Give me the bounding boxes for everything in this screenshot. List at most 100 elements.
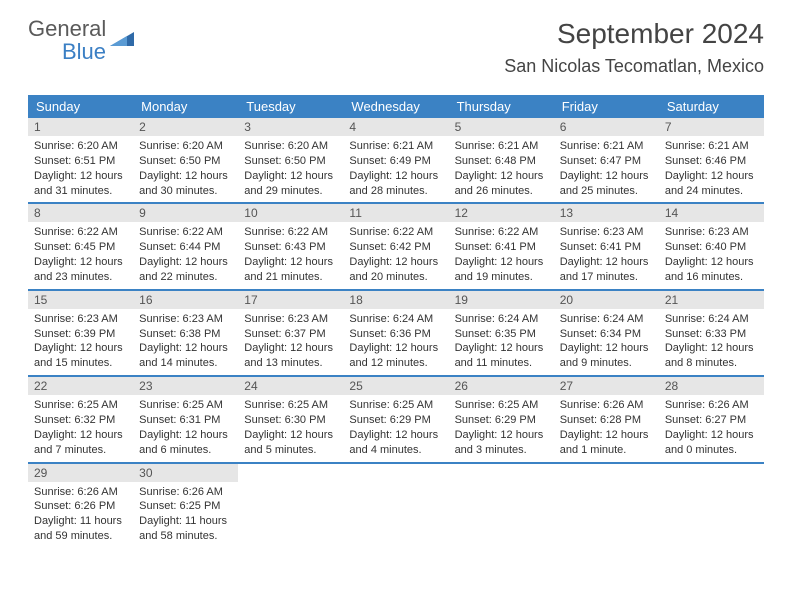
daylight-text: Daylight: 12 hours and 19 minutes. <box>455 255 548 285</box>
day-number: 1 <box>28 118 133 136</box>
calendar-day-cell <box>554 463 659 548</box>
day-number: 24 <box>238 377 343 395</box>
day-number: 21 <box>659 291 764 309</box>
sunset-text: Sunset: 6:50 PM <box>139 154 232 169</box>
weekday-header: Thursday <box>449 95 554 118</box>
sunset-text: Sunset: 6:48 PM <box>455 154 548 169</box>
sunrise-text: Sunrise: 6:22 AM <box>244 225 337 240</box>
calendar-day-cell: 5Sunrise: 6:21 AMSunset: 6:48 PMDaylight… <box>449 118 554 203</box>
weekday-header-row: Sunday Monday Tuesday Wednesday Thursday… <box>28 95 764 118</box>
daylight-text: Daylight: 12 hours and 28 minutes. <box>349 169 442 199</box>
day-number: 22 <box>28 377 133 395</box>
brand-logo: General Blue <box>28 18 136 64</box>
sunset-text: Sunset: 6:29 PM <box>349 413 442 428</box>
day-number: 8 <box>28 204 133 222</box>
daylight-text: Daylight: 12 hours and 22 minutes. <box>139 255 232 285</box>
logo-triangle-icon <box>110 30 136 53</box>
day-number: 6 <box>554 118 659 136</box>
sunset-text: Sunset: 6:41 PM <box>455 240 548 255</box>
sunrise-text: Sunrise: 6:25 AM <box>139 398 232 413</box>
day-number: 23 <box>133 377 238 395</box>
sunset-text: Sunset: 6:42 PM <box>349 240 442 255</box>
day-number: 9 <box>133 204 238 222</box>
day-detail: Sunrise: 6:22 AMSunset: 6:43 PMDaylight:… <box>238 222 343 288</box>
sunset-text: Sunset: 6:49 PM <box>349 154 442 169</box>
daylight-text: Daylight: 12 hours and 0 minutes. <box>665 428 758 458</box>
calendar-day-cell: 19Sunrise: 6:24 AMSunset: 6:35 PMDayligh… <box>449 290 554 376</box>
location-subtitle: San Nicolas Tecomatlan, Mexico <box>504 56 764 77</box>
day-detail: Sunrise: 6:25 AMSunset: 6:29 PMDaylight:… <box>343 395 448 461</box>
sunset-text: Sunset: 6:45 PM <box>34 240 127 255</box>
day-number: 29 <box>28 464 133 482</box>
month-title: September 2024 <box>504 18 764 50</box>
day-detail: Sunrise: 6:25 AMSunset: 6:31 PMDaylight:… <box>133 395 238 461</box>
calendar-day-cell <box>343 463 448 548</box>
day-detail: Sunrise: 6:23 AMSunset: 6:40 PMDaylight:… <box>659 222 764 288</box>
calendar-day-cell: 24Sunrise: 6:25 AMSunset: 6:30 PMDayligh… <box>238 376 343 462</box>
day-number: 12 <box>449 204 554 222</box>
calendar-day-cell: 9Sunrise: 6:22 AMSunset: 6:44 PMDaylight… <box>133 203 238 289</box>
weekday-header: Wednesday <box>343 95 448 118</box>
day-number: 28 <box>659 377 764 395</box>
sunset-text: Sunset: 6:28 PM <box>560 413 653 428</box>
sunset-text: Sunset: 6:46 PM <box>665 154 758 169</box>
day-detail: Sunrise: 6:20 AMSunset: 6:50 PMDaylight:… <box>238 136 343 202</box>
sunrise-text: Sunrise: 6:21 AM <box>560 139 653 154</box>
day-detail: Sunrise: 6:23 AMSunset: 6:37 PMDaylight:… <box>238 309 343 375</box>
calendar-day-cell: 3Sunrise: 6:20 AMSunset: 6:50 PMDaylight… <box>238 118 343 203</box>
sunset-text: Sunset: 6:47 PM <box>560 154 653 169</box>
day-number: 14 <box>659 204 764 222</box>
calendar-day-cell: 22Sunrise: 6:25 AMSunset: 6:32 PMDayligh… <box>28 376 133 462</box>
daylight-text: Daylight: 12 hours and 24 minutes. <box>665 169 758 199</box>
calendar-day-cell: 7Sunrise: 6:21 AMSunset: 6:46 PMDaylight… <box>659 118 764 203</box>
sunrise-text: Sunrise: 6:25 AM <box>34 398 127 413</box>
daylight-text: Daylight: 12 hours and 8 minutes. <box>665 341 758 371</box>
day-detail: Sunrise: 6:23 AMSunset: 6:41 PMDaylight:… <box>554 222 659 288</box>
sunrise-text: Sunrise: 6:20 AM <box>34 139 127 154</box>
day-detail: Sunrise: 6:26 AMSunset: 6:26 PMDaylight:… <box>28 482 133 548</box>
day-detail: Sunrise: 6:24 AMSunset: 6:34 PMDaylight:… <box>554 309 659 375</box>
day-detail: Sunrise: 6:20 AMSunset: 6:51 PMDaylight:… <box>28 136 133 202</box>
sunrise-text: Sunrise: 6:24 AM <box>560 312 653 327</box>
sunset-text: Sunset: 6:44 PM <box>139 240 232 255</box>
sunrise-text: Sunrise: 6:21 AM <box>349 139 442 154</box>
day-number: 10 <box>238 204 343 222</box>
daylight-text: Daylight: 12 hours and 16 minutes. <box>665 255 758 285</box>
daylight-text: Daylight: 12 hours and 5 minutes. <box>244 428 337 458</box>
day-detail: Sunrise: 6:21 AMSunset: 6:46 PMDaylight:… <box>659 136 764 202</box>
sunrise-text: Sunrise: 6:25 AM <box>349 398 442 413</box>
sunset-text: Sunset: 6:32 PM <box>34 413 127 428</box>
day-number: 13 <box>554 204 659 222</box>
sunrise-text: Sunrise: 6:22 AM <box>34 225 127 240</box>
daylight-text: Daylight: 12 hours and 14 minutes. <box>139 341 232 371</box>
sunrise-text: Sunrise: 6:26 AM <box>139 485 232 500</box>
calendar-day-cell: 27Sunrise: 6:26 AMSunset: 6:28 PMDayligh… <box>554 376 659 462</box>
day-number: 30 <box>133 464 238 482</box>
calendar-day-cell: 1Sunrise: 6:20 AMSunset: 6:51 PMDaylight… <box>28 118 133 203</box>
day-number: 5 <box>449 118 554 136</box>
calendar-week-row: 1Sunrise: 6:20 AMSunset: 6:51 PMDaylight… <box>28 118 764 203</box>
sunrise-text: Sunrise: 6:26 AM <box>560 398 653 413</box>
sunrise-text: Sunrise: 6:26 AM <box>34 485 127 500</box>
daylight-text: Daylight: 11 hours and 59 minutes. <box>34 514 127 544</box>
calendar-day-cell: 10Sunrise: 6:22 AMSunset: 6:43 PMDayligh… <box>238 203 343 289</box>
day-detail: Sunrise: 6:21 AMSunset: 6:48 PMDaylight:… <box>449 136 554 202</box>
weekday-header: Monday <box>133 95 238 118</box>
day-detail: Sunrise: 6:24 AMSunset: 6:35 PMDaylight:… <box>449 309 554 375</box>
sunset-text: Sunset: 6:43 PM <box>244 240 337 255</box>
sunset-text: Sunset: 6:26 PM <box>34 499 127 514</box>
daylight-text: Daylight: 12 hours and 31 minutes. <box>34 169 127 199</box>
sunrise-text: Sunrise: 6:23 AM <box>244 312 337 327</box>
day-number: 7 <box>659 118 764 136</box>
day-detail: Sunrise: 6:26 AMSunset: 6:25 PMDaylight:… <box>133 482 238 548</box>
sunset-text: Sunset: 6:37 PM <box>244 327 337 342</box>
sunrise-text: Sunrise: 6:23 AM <box>665 225 758 240</box>
calendar-day-cell: 15Sunrise: 6:23 AMSunset: 6:39 PMDayligh… <box>28 290 133 376</box>
calendar-day-cell: 25Sunrise: 6:25 AMSunset: 6:29 PMDayligh… <box>343 376 448 462</box>
day-number: 27 <box>554 377 659 395</box>
sunset-text: Sunset: 6:31 PM <box>139 413 232 428</box>
day-detail: Sunrise: 6:23 AMSunset: 6:39 PMDaylight:… <box>28 309 133 375</box>
day-number: 17 <box>238 291 343 309</box>
daylight-text: Daylight: 12 hours and 12 minutes. <box>349 341 442 371</box>
daylight-text: Daylight: 12 hours and 29 minutes. <box>244 169 337 199</box>
